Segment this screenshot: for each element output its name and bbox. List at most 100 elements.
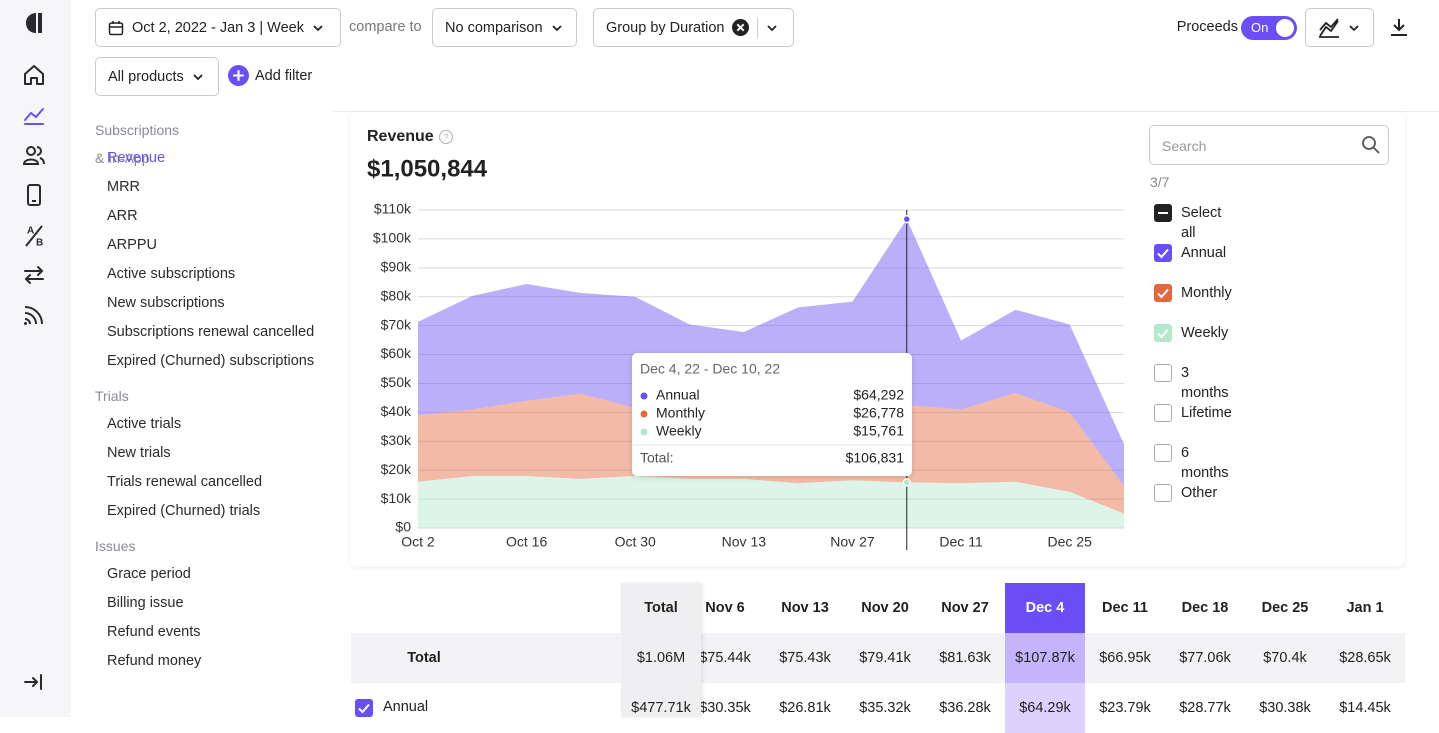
search-input[interactable]: Search [1149, 125, 1389, 165]
menu-item[interactable]: Refund events [107, 618, 201, 647]
calendar-icon [108, 20, 124, 36]
table-cell: $28.65k [1325, 633, 1405, 683]
compare-label: compare to [349, 19, 422, 35]
collapse-icon[interactable] [22, 671, 46, 693]
column-header[interactable]: Total [621, 583, 701, 633]
row-label: Total [351, 633, 497, 683]
device-icon[interactable] [22, 184, 46, 206]
select-all-checkbox[interactable] [1154, 204, 1172, 222]
chevron [312, 22, 324, 34]
menu-item[interactable]: ARPPU [107, 231, 157, 260]
tooltip-total: $106,831 [846, 450, 905, 466]
legend-checkbox[interactable] [1154, 244, 1172, 262]
menu-item[interactable]: Grace period [107, 560, 191, 589]
column-header[interactable]: Dec 11 [1085, 583, 1165, 633]
users-icon[interactable] [22, 144, 46, 166]
x-tick-label: Oct 16 [506, 534, 547, 550]
tooltip-title: Dec 4, 22 - Dec 10, 22 [640, 361, 780, 377]
menu-item[interactable]: Expired (Churned) trials [107, 497, 260, 526]
column-header[interactable]: Nov 27 [925, 583, 1005, 633]
menu-item[interactable]: New subscriptions [107, 289, 225, 318]
y-tick-label: $30k [381, 432, 412, 448]
x-tick-label: Oct 30 [615, 534, 656, 550]
feed-icon[interactable] [22, 304, 46, 326]
proceeds-label: Proceeds [1177, 19, 1238, 35]
option-checkbox[interactable] [1154, 364, 1172, 382]
transactions-icon[interactable] [22, 264, 46, 286]
svg-text:B: B [36, 238, 43, 248]
legend-label: Annual [1181, 243, 1226, 263]
selected-count: 3/7 [1150, 174, 1169, 190]
y-tick-label: $100k [373, 230, 412, 246]
y-tick-label: $70k [381, 316, 412, 332]
menu-item[interactable]: Billing issue [107, 589, 184, 618]
add-icon [228, 65, 249, 86]
chart-total: $1,050,844 [367, 155, 488, 182]
table-cell: $81.63k [925, 633, 1005, 683]
y-tick-label: $60k [381, 345, 412, 361]
logo [22, 12, 46, 34]
check [359, 705, 369, 713]
add-filter[interactable]: Add filter [228, 65, 312, 86]
search-placeholder: Search [1162, 138, 1206, 154]
tooltip-series: Monthly [656, 405, 705, 421]
menu-item[interactable]: Active trials [107, 410, 181, 439]
table-cell: $77.06k [1165, 633, 1245, 683]
legend-label: Weekly [1181, 323, 1228, 343]
product-filter[interactable]: All products [95, 57, 219, 96]
menu-item[interactable]: Subscriptions renewal cancelled [107, 318, 314, 347]
column-header[interactable]: Dec 18 [1165, 583, 1245, 633]
tooltip-total-label: Total: [640, 450, 673, 466]
menu-item[interactable]: ARR [107, 202, 138, 231]
y-tick-label: $90k [381, 259, 412, 275]
column-header[interactable]: Dec 25 [1245, 583, 1325, 633]
column-header[interactable]: Nov 13 [765, 583, 845, 633]
table-cell: $70.4k [1245, 633, 1325, 683]
menu-item[interactable]: Expired (Churned) subscriptions [107, 347, 314, 376]
check [1158, 330, 1168, 338]
option-checkbox[interactable] [1154, 444, 1172, 462]
checkmark [355, 699, 373, 717]
row-label: Annual [383, 699, 428, 715]
row-checkbox[interactable] [355, 699, 373, 717]
column-header[interactable]: Dec 4 [1005, 583, 1085, 633]
proceeds-toggle[interactable]: On [1241, 16, 1297, 40]
legend-checkbox[interactable] [1154, 324, 1172, 342]
table-cell: $79.41k [845, 633, 925, 683]
group-by-select[interactable]: Group by Duration [593, 8, 794, 47]
date-range-picker[interactable]: Oct 2, 2022 - Jan 3 | Week [95, 8, 341, 47]
download-icon[interactable] [1389, 17, 1409, 37]
divider [757, 18, 758, 38]
home-icon[interactable] [22, 64, 46, 86]
menu-item[interactable]: MRR [107, 173, 140, 202]
clear-icon[interactable] [732, 19, 749, 36]
chevron [766, 22, 778, 34]
legend-checkbox[interactable] [1154, 284, 1172, 302]
ab-test-icon[interactable]: AB [22, 224, 46, 248]
svg-text:A: A [27, 226, 34, 237]
table-cell: $107.87k [1005, 633, 1085, 683]
option-checkbox[interactable] [1154, 484, 1172, 502]
menu-item[interactable]: Active subscriptions [107, 260, 235, 289]
column-header[interactable]: Nov 20 [845, 583, 925, 633]
option-checkbox[interactable] [1154, 404, 1172, 422]
option-label: 6 months [1181, 443, 1229, 483]
check [1158, 290, 1168, 298]
column-header[interactable]: Jan 1 [1325, 583, 1405, 633]
menu-item[interactable]: Refund money [107, 647, 201, 676]
area [418, 476, 1124, 528]
comparison-select[interactable]: No comparison [432, 8, 577, 47]
chart-card: Revenue ? $1,050,844 $0$10k$20k$30k$40k$… [350, 112, 1405, 566]
menu-item[interactable]: New trials [107, 439, 171, 468]
menu-item[interactable]: Trials renewal cancelled [107, 468, 262, 497]
chart-type-select[interactable] [1305, 8, 1374, 47]
table-cell: $30.38k [1245, 683, 1325, 733]
toggle-knob [1276, 19, 1294, 37]
tooltip-dot [641, 429, 648, 436]
option-label: Other [1181, 483, 1217, 503]
menu-item[interactable]: Revenue [107, 144, 165, 173]
x-tick-label: Nov 27 [830, 534, 875, 550]
charts-icon[interactable] [22, 104, 46, 126]
table-cell: $14.45k [1325, 683, 1405, 733]
help-icon-mark: ? [443, 132, 448, 142]
